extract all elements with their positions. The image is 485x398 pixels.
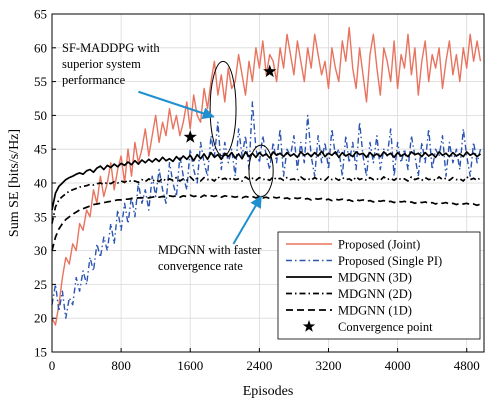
legend-label: Proposed (Joint) [338,238,420,252]
y-tick-label: 65 [34,7,47,22]
y-tick-label: 30 [34,243,47,258]
series-line-1 [51,101,482,319]
y-tick-label: 35 [34,209,47,224]
series-line-4 [51,194,481,251]
annotation-text: SF-MADDPG with [62,41,160,55]
series-line-3 [51,176,482,224]
legend-label: Convergence point [338,320,433,334]
x-axis-label: Episodes [243,384,294,398]
x-tick-label: 1600 [177,358,203,373]
annotation-arrow [138,90,215,120]
x-tick-label: 2400 [246,358,272,373]
y-tick-label: 40 [34,176,47,191]
legend-label: MDGNN (1D) [338,304,412,318]
x-tick-label: 4800 [454,358,480,373]
y-tick-label: 60 [34,40,47,55]
convergence-markers [183,64,277,143]
annotation-text: performance [62,73,126,87]
y-axis-label: Sum SE [bits/s/Hz] [7,129,22,237]
convergence-point-star [183,130,197,143]
y-tick-label: 45 [34,142,47,157]
series-line-2 [51,150,482,211]
x-tick-label: 4000 [385,358,411,373]
annotations: SF-MADDPG with superior system performance… [62,41,274,273]
y-tick-label: 15 [34,345,47,360]
annotation-text: superior system [62,57,141,71]
legend-box [277,231,481,340]
legend-label: MDGNN (2D) [338,287,412,301]
annotation-text: convergence rate [158,259,243,273]
annotation-arrow [232,195,262,245]
legend-star-icon [302,320,316,332]
series-line-0 [51,26,482,326]
y-tick-label: 25 [34,277,47,292]
axis-ticks: 0 800 1600 2400 3200 4000 4800 15 20 25 30 35 40 45 50… [34,7,480,374]
y-tick-label: 50 [34,108,47,123]
legend-label: Proposed (Single PI) [338,254,442,268]
y-tick-label: 20 [34,311,47,326]
x-tick-label: 800 [111,358,131,373]
y-tick-label: 55 [34,74,47,89]
annotation-text: MDGNN with faster [158,243,262,257]
legend-label: MDGNN (3D) [338,271,412,285]
legend: Proposed (Joint) Proposed (Single PI) MDGN… [277,231,481,340]
series-lines [51,26,482,326]
x-tick-label: 3200 [315,358,341,373]
convergence-point-star [263,64,277,78]
x-tick-label: 0 [49,358,56,373]
